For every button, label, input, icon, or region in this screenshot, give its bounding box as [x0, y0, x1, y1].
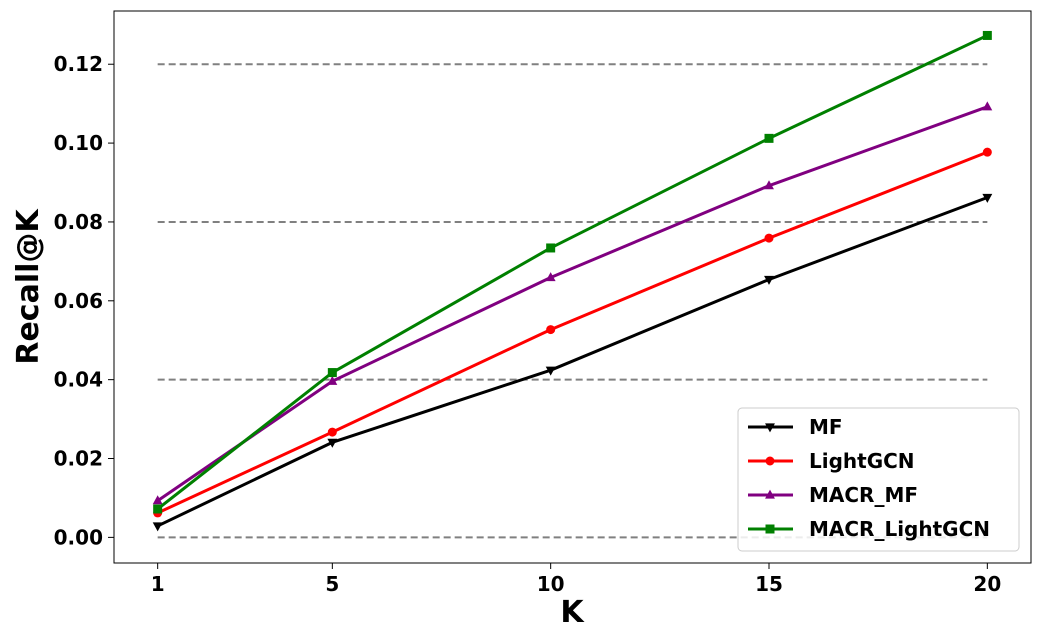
- legend-label: MACR_LightGCN: [809, 517, 990, 541]
- y-tick-label: 0.10: [54, 131, 103, 155]
- marker-triangle-up: [327, 375, 338, 385]
- x-axis: 1 5 10 15 20: [151, 563, 1001, 596]
- y-tick-label: 0.00: [54, 525, 103, 549]
- y-tick-label: 0.02: [54, 447, 103, 471]
- legend-box: [737, 407, 1020, 552]
- y-tick-label: 0.12: [54, 52, 103, 76]
- legend-item: MACR_MF: [748, 483, 918, 507]
- x-tick-label: 15: [755, 572, 783, 596]
- marker-triangle-up: [765, 489, 775, 499]
- marker-triangle-down: [765, 423, 775, 433]
- marker-square: [153, 504, 163, 514]
- marker-circle: [764, 233, 774, 243]
- y-axis-title: Recall@K: [11, 208, 46, 365]
- series-mf: [152, 193, 993, 532]
- y-tick-label: 0.08: [54, 210, 103, 234]
- series-macr-mf: [152, 101, 993, 505]
- legend-label: LightGCN: [809, 449, 915, 473]
- legend: MF LightGCN MACR_MF MACR_LightGCN: [737, 407, 1020, 552]
- marker-circle: [327, 427, 337, 437]
- marker-square: [982, 30, 992, 40]
- marker-triangle-up: [982, 101, 993, 111]
- legend-label: MACR_MF: [809, 483, 918, 507]
- marker-triangle-up: [545, 272, 556, 282]
- y-tick-label: 0.04: [54, 368, 103, 392]
- legend-label: MF: [809, 415, 843, 439]
- marker-triangle-up: [764, 180, 774, 190]
- legend-item: LightGCN: [748, 449, 915, 473]
- x-tick-label: 1: [151, 572, 165, 596]
- x-tick-label: 10: [537, 572, 565, 596]
- marker-triangle-up: [152, 495, 163, 505]
- x-axis-title: K: [560, 595, 585, 630]
- marker-square: [327, 368, 337, 378]
- marker-square: [765, 524, 775, 534]
- series-lightgcn: [153, 147, 992, 518]
- reference-lines: [157, 63, 988, 539]
- legend-item: MF: [748, 415, 843, 439]
- series-layer: [152, 30, 993, 532]
- marker-circle: [765, 456, 775, 466]
- marker-square: [546, 243, 556, 253]
- marker-circle: [982, 147, 992, 157]
- marker-triangle-down: [764, 275, 774, 285]
- x-tick-label: 5: [325, 572, 339, 596]
- plot-frame: [113, 10, 1032, 564]
- x-tick-label: 20: [973, 572, 1001, 596]
- marker-circle: [546, 325, 556, 335]
- y-tick-label: 0.06: [54, 289, 103, 313]
- legend-item: MACR_LightGCN: [748, 517, 990, 541]
- marker-triangle-down: [152, 522, 163, 532]
- marker-triangle-down: [545, 366, 556, 376]
- y-axis: 0.00 0.02 0.04 0.06 0.08 0.10 0.12: [54, 52, 114, 549]
- marker-triangle-down: [327, 438, 338, 448]
- marker-triangle-down: [982, 193, 993, 203]
- series-macr-lightgcn: [153, 30, 992, 514]
- marker-square: [764, 133, 774, 143]
